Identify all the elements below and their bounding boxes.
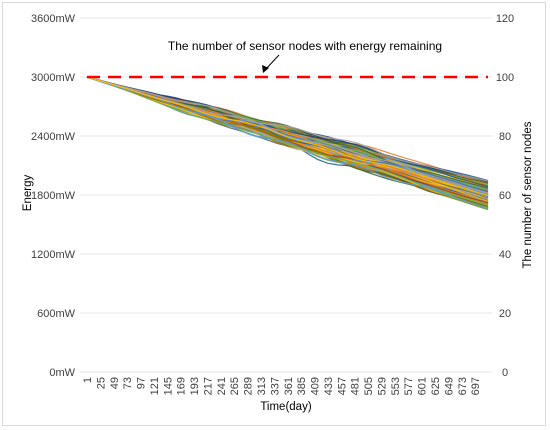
- y-left-tick-label: 1200mW: [31, 249, 76, 261]
- x-tick-label: 145: [162, 377, 174, 395]
- grid-lines: [80, 17, 492, 373]
- x-tick-label: 1: [82, 377, 94, 383]
- x-tick-label: 505: [363, 377, 375, 395]
- energy-series-group: [86, 76, 489, 211]
- y-right-tick-label: 0: [502, 367, 508, 379]
- y-right-ticks: 0 20 40 60 80 100 120: [496, 13, 514, 379]
- y-right-tick-label: 120: [496, 13, 514, 25]
- x-tick-label: 193: [189, 377, 201, 395]
- y-left-tick-label: 600mW: [37, 308, 76, 320]
- y-right-tick-label: 100: [496, 72, 514, 84]
- y-right-tick-label: 20: [499, 308, 511, 320]
- y-left-tick-label: 1800mW: [31, 190, 76, 202]
- x-tick-label: 289: [243, 377, 255, 395]
- energy-series-line: [86, 76, 489, 194]
- y-right-tick-label: 80: [499, 131, 511, 143]
- y-left-label: Energy: [22, 175, 34, 212]
- x-tick-label: 601: [417, 377, 429, 395]
- energy-series-line: [86, 76, 489, 197]
- y-right-tick-label: 60: [499, 190, 511, 202]
- y-right-label: The number of sensor nodes: [522, 121, 534, 268]
- x-tick-label: 97: [136, 377, 148, 389]
- x-tick-label: 49: [109, 377, 121, 389]
- y-right-tick-label: 40: [499, 249, 511, 261]
- y-left-tick-label: 0mW: [49, 367, 75, 379]
- energy-series-line: [86, 76, 489, 211]
- y-left-tick-label: 3000mW: [31, 72, 76, 84]
- chart-frame: [2, 2, 546, 426]
- x-tick-label: 169: [176, 377, 188, 395]
- y-left-ticks: 0mW 600mW 1200mW 1800mW 2400mW 3000mW 3600mW: [31, 13, 76, 379]
- x-tick-label: 529: [376, 377, 388, 395]
- x-tick-label: 457: [336, 377, 348, 395]
- y-left-tick-label: 2400mW: [31, 131, 76, 143]
- x-tick-label: 241: [216, 377, 228, 395]
- x-tick-label: 481: [350, 377, 362, 395]
- x-axis-label: Time(day): [260, 401, 311, 413]
- x-tick-label: 673: [457, 377, 469, 395]
- x-ticks: 1 25 49 73 97 121 145 169 193 217 241 265 289 313 337 3…: [82, 377, 482, 395]
- x-tick-label: 73: [122, 377, 134, 389]
- x-tick-label: 121: [149, 377, 161, 395]
- x-tick-label: 337: [269, 377, 281, 395]
- annotation-text: The number of sensor nodes with energy r…: [168, 39, 442, 53]
- y-left-tick-label: 3600mW: [31, 13, 76, 25]
- annotation-arrowhead: [262, 65, 269, 73]
- x-tick-label: 553: [390, 377, 402, 395]
- x-tick-label: 25: [95, 377, 107, 389]
- annotation-group: The number of sensor nodes with energy r…: [168, 39, 442, 73]
- x-tick-label: 217: [202, 377, 214, 395]
- x-tick-label: 577: [403, 377, 415, 395]
- x-tick-label: 385: [296, 377, 308, 395]
- x-tick-label: 409: [310, 377, 322, 395]
- energy-series-line: [86, 76, 489, 182]
- x-tick-label: 313: [256, 377, 268, 395]
- x-tick-label: 649: [443, 377, 455, 395]
- x-tick-label: 265: [229, 377, 241, 395]
- x-tick-label: 433: [323, 377, 335, 395]
- x-tick-label: 361: [283, 377, 295, 395]
- x-tick-label: 625: [430, 377, 442, 395]
- x-tick-label: 697: [470, 377, 482, 395]
